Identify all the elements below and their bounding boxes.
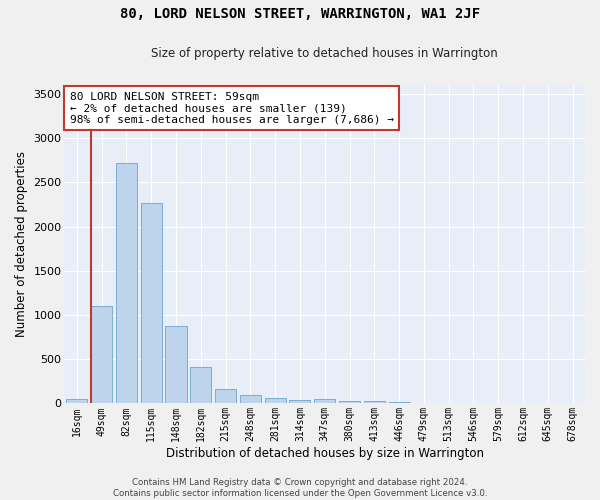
Bar (240, 394, 261, 404)
Bar (91, 306, 112, 404)
Bar (215, 390, 236, 404)
Text: 80, LORD NELSON STREET, WARRINGTON, WA1 2JF: 80, LORD NELSON STREET, WARRINGTON, WA1 … (120, 8, 480, 22)
Bar (364, 401, 385, 404)
Bar (339, 401, 360, 404)
Bar (166, 326, 187, 404)
Bar (314, 399, 335, 404)
Bar (289, 400, 310, 404)
Text: Contains HM Land Registry data © Crown copyright and database right 2024.
Contai: Contains HM Land Registry data © Crown c… (113, 478, 487, 498)
Bar (389, 402, 410, 404)
Bar (265, 398, 286, 404)
Y-axis label: Number of detached properties: Number of detached properties (15, 152, 28, 338)
X-axis label: Distribution of detached houses by size in Warrington: Distribution of detached houses by size … (166, 447, 484, 460)
Bar (67, 399, 88, 404)
Text: 80 LORD NELSON STREET: 59sqm
← 2% of detached houses are smaller (139)
98% of se: 80 LORD NELSON STREET: 59sqm ← 2% of det… (70, 92, 394, 125)
Title: Size of property relative to detached houses in Warrington: Size of property relative to detached ho… (151, 48, 498, 60)
Bar (116, 163, 137, 404)
Bar (190, 367, 211, 404)
Bar (140, 203, 162, 404)
